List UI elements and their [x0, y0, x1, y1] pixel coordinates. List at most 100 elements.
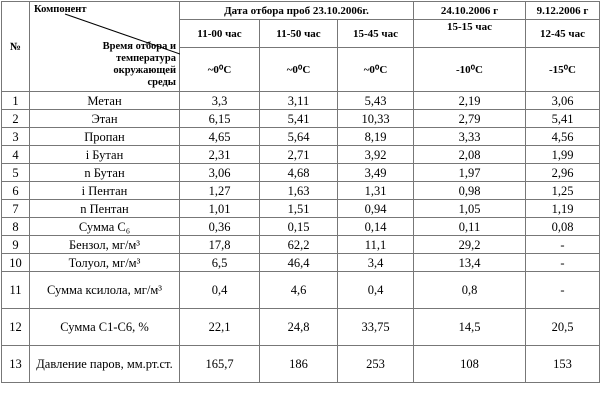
- value-cell: 0,08: [525, 217, 600, 236]
- value-cell: 29,2: [413, 235, 526, 254]
- value-cell: 186: [259, 345, 338, 383]
- component-name: Метан: [29, 91, 180, 110]
- header-diagonal-text: Время отбора и температура окружающей ср…: [102, 41, 176, 88]
- header-number: №: [1, 1, 30, 92]
- value-cell: 153: [525, 345, 600, 383]
- value-cell: 6,15: [179, 109, 260, 128]
- value-cell: 14,5: [413, 308, 526, 346]
- component-name: n Пентан: [29, 199, 180, 218]
- value-cell: 2,79: [413, 109, 526, 128]
- value-cell: 62,2: [259, 235, 338, 254]
- component-name: i Бутан: [29, 145, 180, 164]
- component-name: Сумма ксилола, мг/м³: [29, 271, 180, 309]
- value-cell: 4,56: [525, 127, 600, 146]
- value-cell: 5,64: [259, 127, 338, 146]
- component-name: Сумма С₆: [29, 217, 180, 236]
- header-date: 9.12.2006 г: [525, 1, 600, 20]
- table-row: 9 Бензол, мг/м³ 17,8 62,2 11,1 29,2-: [1, 235, 600, 254]
- table-row: 1 Метан 3,3 3,11 5,43 2,19 3,06: [1, 91, 600, 110]
- value-cell: 253: [337, 345, 414, 383]
- header-time: 15-15 час: [413, 19, 526, 48]
- row-number: 4: [1, 145, 30, 164]
- value-cell: 4,65: [179, 127, 260, 146]
- value-cell: 1,97: [413, 163, 526, 182]
- row-number: 7: [1, 199, 30, 218]
- value-cell: 0,4: [179, 271, 260, 309]
- header-time: 12-45 час: [525, 19, 600, 48]
- value-cell: 1,99: [525, 145, 600, 164]
- value-cell: 0,8: [413, 271, 526, 309]
- value-cell: 3,3: [179, 91, 260, 110]
- value-cell: 1,27: [179, 181, 260, 200]
- value-cell: 13,4: [413, 253, 526, 272]
- value-cell: 1,63: [259, 181, 338, 200]
- value-cell: 22,1: [179, 308, 260, 346]
- value-cell: 3,49: [337, 163, 414, 182]
- table-row: 13 Давление паров, мм.рт.ст. 165,7 186 253 10…: [1, 345, 600, 383]
- header-temperature: -10⁰С: [413, 47, 526, 92]
- value-cell: 2,08: [413, 145, 526, 164]
- value-cell: 3,4: [337, 253, 414, 272]
- value-cell: 5,41: [259, 109, 338, 128]
- value-cell: 5,43: [337, 91, 414, 110]
- value-cell: -: [525, 235, 600, 254]
- value-cell: 0,15: [259, 217, 338, 236]
- row-number: 3: [1, 127, 30, 146]
- table-row: 11 Сумма ксилола, мг/м³ 0,4 4,6 0,4 0,8-: [1, 271, 600, 309]
- header-time: 11-00 час: [179, 19, 260, 48]
- value-cell: 5,41: [525, 109, 600, 128]
- value-cell: 0,11: [413, 217, 526, 236]
- value-cell: 24,8: [259, 308, 338, 346]
- component-name: Пропан: [29, 127, 180, 146]
- value-cell: 1,01: [179, 199, 260, 218]
- component-name: Этан: [29, 109, 180, 128]
- header-temperature: ~0⁰С: [337, 47, 414, 92]
- header-time: 11-50 час: [259, 19, 338, 48]
- header-date: Дата отбора проб 23.10.2006г.: [179, 1, 414, 20]
- value-cell: 10,33: [337, 109, 414, 128]
- component-name: Толуол, мг/м³: [29, 253, 180, 272]
- value-cell: 1,05: [413, 199, 526, 218]
- value-cell: 20,5: [525, 308, 600, 346]
- row-number: 2: [1, 109, 30, 128]
- header-diagonal-cell: Компонент Время отбора и температура окр…: [29, 1, 180, 92]
- component-name: Сумма С1-С6, %: [29, 308, 180, 346]
- component-name: Давление паров, мм.рт.ст.: [29, 345, 180, 383]
- data-table: № Компонент Время отбора и температура о…: [1, 1, 600, 383]
- value-cell: 0,94: [337, 199, 414, 218]
- row-number: 5: [1, 163, 30, 182]
- component-name: Бензол, мг/м³: [29, 235, 180, 254]
- value-cell: 2,96: [525, 163, 600, 182]
- value-cell: 6,5: [179, 253, 260, 272]
- value-cell: 3,06: [179, 163, 260, 182]
- header-temperature: ~0⁰С: [179, 47, 260, 92]
- header-temperature: -15⁰С: [525, 47, 600, 92]
- value-cell: 3,92: [337, 145, 414, 164]
- value-cell: 46,4: [259, 253, 338, 272]
- value-cell: 17,8: [179, 235, 260, 254]
- value-cell: 4,68: [259, 163, 338, 182]
- component-name: i Пентан: [29, 181, 180, 200]
- value-cell: 2,31: [179, 145, 260, 164]
- row-number: 8: [1, 217, 30, 236]
- value-cell: 2,19: [413, 91, 526, 110]
- value-cell: 0,36: [179, 217, 260, 236]
- table-row: 3 Пропан 4,65 5,64 8,19 3,33 4,56: [1, 127, 600, 146]
- table-row: 8 Сумма С₆ 0,36 0,15 0,14 0,11 0,08: [1, 217, 600, 236]
- value-cell: -: [525, 271, 600, 309]
- value-cell: 3,11: [259, 91, 338, 110]
- row-number: 11: [1, 271, 30, 309]
- header-date: 24.10.2006 г: [413, 1, 526, 20]
- value-cell: 3,33: [413, 127, 526, 146]
- value-cell: 0,14: [337, 217, 414, 236]
- value-cell: 165,7: [179, 345, 260, 383]
- value-cell: 1,19: [525, 199, 600, 218]
- header-temperature: ~0⁰С: [259, 47, 338, 92]
- value-cell: 4,6: [259, 271, 338, 309]
- table-row: 2 Этан 6,15 5,41 10,33 2,79 5,41: [1, 109, 600, 128]
- row-number: 13: [1, 345, 30, 383]
- value-cell: 0,4: [337, 271, 414, 309]
